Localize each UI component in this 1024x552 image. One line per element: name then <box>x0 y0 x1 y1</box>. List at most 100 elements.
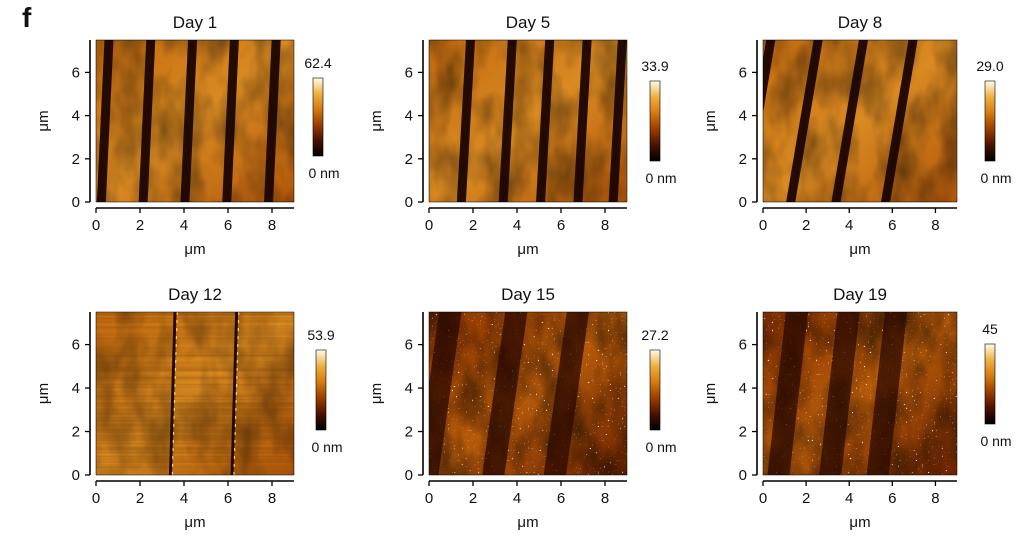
groove-stripe <box>763 40 776 113</box>
x-tick-label: 4 <box>180 490 188 507</box>
groove-stripe <box>168 312 177 475</box>
y-tick-label: 6 <box>739 64 747 81</box>
colorbar: 33.9 0 nm <box>641 58 676 186</box>
x-tick-label: 2 <box>802 217 810 234</box>
colorbar-min-label: 0 nm <box>645 170 676 186</box>
height-map-image <box>429 40 627 202</box>
y-axis-label: μm <box>368 110 385 131</box>
y-tick-label: 0 <box>739 467 747 484</box>
panel-title: Day 8 <box>838 13 882 32</box>
x-axis-label: μm <box>849 241 870 258</box>
x-tick-label: 8 <box>268 490 276 507</box>
groove-stripe <box>543 312 590 475</box>
groove-stripe <box>819 312 860 475</box>
y-tick-label: 4 <box>72 108 80 125</box>
colorbar-min-label: 0 nm <box>311 439 342 455</box>
x-axis-label: μm <box>517 514 538 531</box>
x-tick-label: 0 <box>92 490 100 507</box>
y-tick-label: 4 <box>739 108 747 125</box>
x-tick-label: 2 <box>136 217 144 234</box>
y-tick-label: 4 <box>405 108 413 125</box>
colorbar: 45 0 nm <box>980 321 1011 449</box>
x-tick-label: 4 <box>845 217 853 234</box>
panel-title: Day 12 <box>168 285 222 304</box>
groove-stripe <box>536 40 555 202</box>
x-tick-label: 4 <box>513 490 521 507</box>
x-tick-label: 2 <box>802 490 810 507</box>
x-tick-label: 0 <box>759 217 767 234</box>
groove-stripe <box>573 40 592 202</box>
groove-stripe <box>429 312 462 475</box>
x-tick-label: 2 <box>469 217 477 234</box>
colorbar-max-label: 53.9 <box>307 327 334 343</box>
afm-panel-day-1: Day 1 0 2 4 6 8 0 2 4 6 μm μm 62.4 0 nm <box>35 13 340 258</box>
y-tick-label: 2 <box>739 424 747 441</box>
x-tick-label: 4 <box>180 217 188 234</box>
y-tick-label: 2 <box>72 424 80 441</box>
x-tick-label: 6 <box>224 490 232 507</box>
panel-title: Day 5 <box>506 13 550 32</box>
y-tick-label: 6 <box>72 64 80 81</box>
panel-letter: f <box>22 2 32 33</box>
x-tick-label: 2 <box>136 490 144 507</box>
y-axis-label: μm <box>35 383 52 404</box>
x-tick-label: 8 <box>601 490 609 507</box>
colorbar-min-label: 0 nm <box>645 439 676 455</box>
y-tick-label: 6 <box>739 337 747 354</box>
y-axis-label: μm <box>702 110 719 131</box>
panel-title: Day 15 <box>501 285 555 304</box>
x-axis-label: μm <box>184 241 205 258</box>
x-axis-label: μm <box>184 514 205 531</box>
height-map-image <box>96 40 294 202</box>
x-tick-label: 6 <box>888 217 896 234</box>
groove-stripe <box>482 312 528 475</box>
groove-stripe <box>767 312 808 475</box>
y-tick-label: 0 <box>405 467 413 484</box>
y-tick-label: 4 <box>405 380 413 397</box>
groove-stripe <box>264 40 281 202</box>
x-tick-label: 8 <box>601 217 609 234</box>
groove-stripe <box>222 40 239 202</box>
y-tick-label: 2 <box>72 151 80 168</box>
y-tick-label: 0 <box>72 194 80 211</box>
x-axis-label: μm <box>517 241 538 258</box>
colorbar-min-label: 0 nm <box>980 433 1011 449</box>
y-tick-label: 0 <box>739 194 747 211</box>
x-tick-label: 0 <box>759 490 767 507</box>
colorbar-max-label: 45 <box>982 321 998 337</box>
y-tick-label: 6 <box>405 337 413 354</box>
colorbar-max-label: 33.9 <box>641 58 668 74</box>
groove-stripe <box>456 40 476 202</box>
colorbar-max-label: 62.4 <box>304 55 331 71</box>
groove-stripe <box>866 312 908 475</box>
groove-stripe <box>498 40 517 202</box>
x-axis-label: μm <box>849 514 870 531</box>
y-axis-label: μm <box>702 383 719 404</box>
x-tick-label: 6 <box>888 490 896 507</box>
colorbar-max-label: 27.2 <box>641 327 668 343</box>
afm-panel-day-4: Day 12 0 2 4 6 8 0 2 4 6 μm μm 53.9 0 nm <box>35 285 343 531</box>
height-map-image <box>763 40 957 202</box>
panel-title: Day 1 <box>173 13 217 32</box>
x-tick-label: 6 <box>557 217 565 234</box>
colorbar-min-label: 0 nm <box>980 170 1011 186</box>
colorbar: 62.4 0 nm <box>304 55 339 181</box>
panel-title: Day 19 <box>833 285 887 304</box>
x-tick-label: 6 <box>557 490 565 507</box>
afm-panel-day-6: Day 19 0 2 4 6 8 0 2 4 6 μm μm 45 0 nm <box>702 285 1012 531</box>
height-map-image <box>763 312 957 475</box>
afm-panel-day-2: Day 5 0 2 4 6 8 0 2 4 6 μm μm 33.9 0 nm <box>368 13 677 258</box>
y-tick-label: 0 <box>72 467 80 484</box>
x-tick-label: 8 <box>931 490 939 507</box>
x-tick-label: 8 <box>931 217 939 234</box>
x-tick-label: 4 <box>513 217 521 234</box>
y-tick-label: 6 <box>405 64 413 81</box>
groove-stripe <box>831 40 869 202</box>
y-tick-label: 4 <box>72 380 80 397</box>
colorbar: 53.9 0 nm <box>307 327 342 455</box>
x-tick-label: 2 <box>469 490 477 507</box>
colorbar: 29.0 0 nm <box>976 58 1011 186</box>
height-map-image <box>96 312 294 475</box>
y-tick-label: 6 <box>72 337 80 354</box>
